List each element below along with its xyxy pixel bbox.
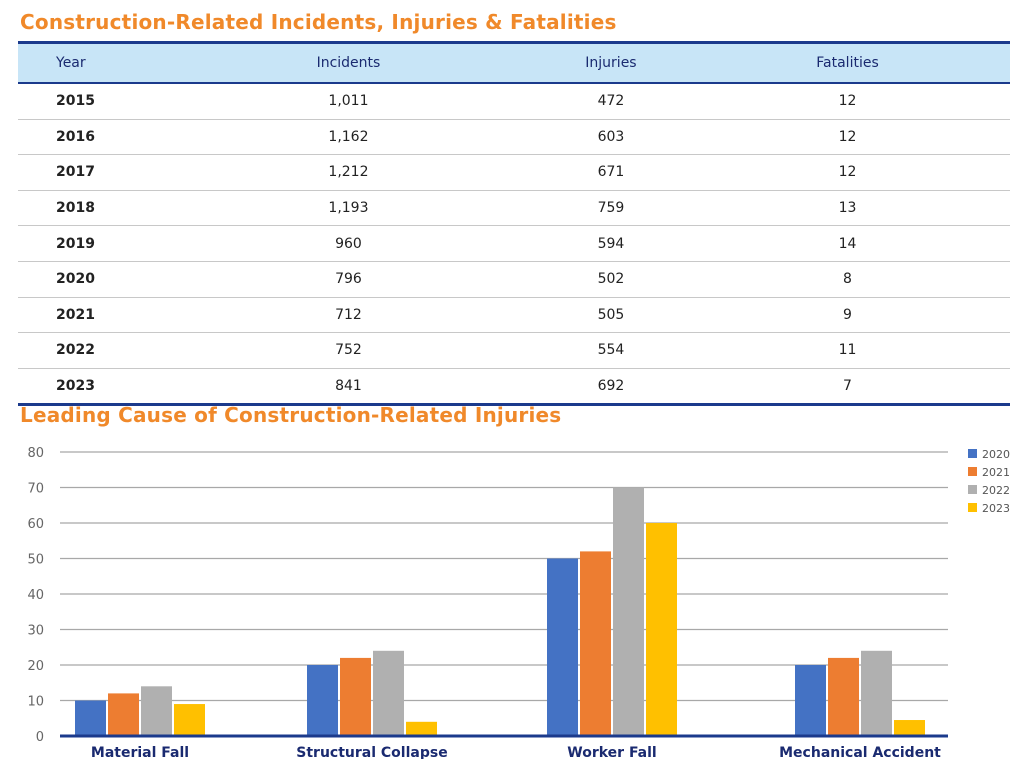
table-cell: 841 [335,378,362,395]
bar-2022-3 [861,650,892,736]
category-label: Structural Collapse [296,745,447,759]
table-cell: 960 [160,225,537,262]
legend-label: 2022 [982,484,1010,497]
bar-2021-0 [108,693,139,736]
y-tick-label: 80 [27,446,44,461]
category-label: Mechanical Accident [779,745,941,759]
legend-label: 2020 [982,448,1010,461]
bar-2022-1 [373,650,404,736]
table-cell: 2022 [18,332,161,369]
table-cell: 472 [536,83,686,120]
column-header: Fatalities [685,42,1010,84]
column-header: Year [18,42,161,84]
table-cell: 1,162 [160,119,537,156]
legend-swatch [968,449,977,458]
bar-2021-2 [580,551,611,736]
table-cell: 2016 [18,119,161,156]
table-cell: 712 [160,297,537,334]
column-header: Incidents [160,42,537,84]
table-cell: 8 [685,261,1010,298]
incidents-table: Year Incidents Injuries Fatalities 2015 1,01… [18,41,1010,407]
bar-2020-3 [795,665,826,736]
table-row: 2021 712 505 9 [18,297,1010,334]
bar-2021-1 [340,657,371,736]
bar-2020-1 [307,665,338,736]
bar-2022-0 [141,686,172,736]
y-tick-label: 20 [27,659,44,674]
table-cell: 12 [685,83,1010,120]
bar-2020-0 [75,700,106,736]
table-cell: 671 [536,154,686,191]
table-cell: 1,193 [160,190,537,227]
bar-2021-3 [828,657,859,736]
chart-title: Leading Cause of Construction-Related In… [20,403,562,427]
column-header: Injuries [536,42,686,84]
category-label: Material Fall [91,745,189,759]
y-tick-label: 70 [27,482,44,497]
table-cell: 594 [536,225,686,262]
table-row: 2020 796 502 8 [18,261,1010,298]
table-cell: 752 [160,332,537,369]
table-cell: 505 [536,297,686,334]
table-cell: 12 [685,154,1010,191]
table-cell: 13 [685,190,1010,227]
table-row: 2022 752 554 11 [18,332,1010,369]
legend-label: 2023 [982,502,1010,515]
table-cell: 759 [536,190,686,227]
bar-2020-2 [547,558,578,736]
table-cell: 7 [843,378,852,395]
table-cell: 603 [536,119,686,156]
table-cell: 2023 [56,378,95,395]
y-tick-label: 10 [27,695,44,710]
bar-2023-0 [174,704,205,736]
table-cell: 11 [685,332,1010,369]
legend-swatch [968,467,977,476]
table-cell: 2017 [18,154,161,191]
table-cell: 9 [685,297,1010,334]
y-tick-label: 50 [27,553,44,568]
table-row: 2018 1,193 759 13 [18,190,1010,227]
legend-label: 2021 [982,466,1010,479]
table-cell: 2021 [18,297,161,334]
bar-2023-1 [406,721,437,736]
bar-2023-3 [894,720,925,736]
table-row: 2015 1,011 472 12 [18,83,1010,120]
table-cell: 2018 [18,190,161,227]
table-cell: 692 [597,378,625,395]
table-cell: 2015 [18,83,161,120]
bar-chart: 0 10 20 30 40 50 60 70 80 2020 2021 2022 2023 Materia… [27,446,1010,759]
table-cell: 1,011 [160,83,537,120]
bar-2023-2 [646,523,677,736]
table-cell: 2020 [18,261,161,298]
bar-2022-2 [613,487,644,736]
legend-swatch [968,503,977,512]
legend-swatch [968,485,977,494]
table-row: 2017 1,212 671 12 [18,154,1010,191]
category-label: Worker Fall [567,745,656,759]
table-cell: 1,212 [160,154,537,191]
y-tick-label: 40 [27,588,44,603]
table-cell: 14 [685,225,1010,262]
table-row: 2019 960 594 14 [18,225,1010,262]
table-cell: 12 [685,119,1010,156]
table-cell: 2019 [18,225,161,262]
table-cell: 554 [536,332,686,369]
y-tick-label: 60 [27,517,44,532]
table-title: Construction-Related Incidents, Injuries… [20,10,617,34]
y-tick-label: 0 [36,730,44,745]
y-tick-label: 30 [27,624,44,639]
table-cell: 502 [536,261,686,298]
table-row: 2016 1,162 603 12 [18,119,1010,156]
table-row: 2023 841 692 7 [18,368,1010,405]
table-cell: 796 [160,261,537,298]
